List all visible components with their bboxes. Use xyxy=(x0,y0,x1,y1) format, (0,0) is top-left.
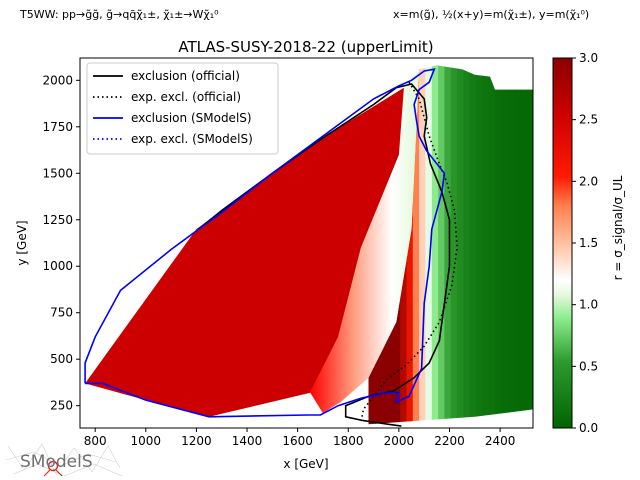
y-tick-label: 500 xyxy=(50,352,73,366)
plot-header-left: T5WW: pp→g̃g̃, g̃→qq̄χ̃₁±, χ̃₁±→Wχ̃₁⁰ xyxy=(20,8,219,21)
colorbar: 0.0 0.5 1.0 1.5 2.0 2.5 3.0 r = σ_signal/σ_UL xyxy=(552,51,625,435)
heatmap-cell xyxy=(469,65,477,425)
heatmap-cell xyxy=(495,65,502,425)
legend-label-official-expected: exp. excl. (official) xyxy=(131,90,241,104)
legend-box xyxy=(86,62,279,155)
x-tick-label: 2200 xyxy=(434,434,465,448)
y-tick-label: 1000 xyxy=(42,259,73,273)
heatmap-transition-band xyxy=(310,71,420,414)
y-axis-label: y [GeV] xyxy=(15,220,29,265)
y-tick-label: 750 xyxy=(50,306,73,320)
heatmap-cell xyxy=(438,65,445,425)
y-tick-label: 1750 xyxy=(42,120,73,134)
heatmap-cell xyxy=(476,65,483,425)
heatmap-cell xyxy=(526,65,533,425)
heatmap-cell xyxy=(501,65,509,425)
colorbar-tick-label: 1.5 xyxy=(579,236,598,250)
legend-label-official-observed: exclusion (official) xyxy=(131,69,240,83)
x-tick-label: 2400 xyxy=(485,434,516,448)
colorbar-tick-label: 2.0 xyxy=(579,174,598,188)
y-tick-label: 1500 xyxy=(42,166,73,180)
legend-label-smodels-expected: exp. excl. (SModelS) xyxy=(131,132,253,146)
x-tick-label: 2000 xyxy=(384,434,415,448)
colorbar-ticks: 0.0 0.5 1.0 1.5 2.0 2.5 3.0 xyxy=(572,51,598,435)
colorbar-tick-label: 0.5 xyxy=(579,359,598,373)
y-tick-label: 250 xyxy=(50,399,73,413)
curve-official-observed xyxy=(195,83,451,427)
heatmap-cell xyxy=(482,65,490,425)
chart-title: ATLAS-SUSY-2018-22 (upperLimit) xyxy=(178,38,433,56)
x-tick-label: 1400 xyxy=(232,434,263,448)
x-tick-label: 1000 xyxy=(131,434,162,448)
colorbar-label: r = σ_signal/σ_UL xyxy=(611,175,625,280)
x-axis-label: x [GeV] xyxy=(283,457,328,471)
curve-smodels-observed xyxy=(84,68,446,418)
curve-official-expected xyxy=(360,81,458,423)
heatmap-cell xyxy=(450,65,458,425)
heatmap-cell xyxy=(488,65,496,425)
heatmap-cell xyxy=(425,65,433,425)
heatmap-cell xyxy=(412,65,420,425)
heatmap-area xyxy=(85,65,533,425)
heatmap-cell xyxy=(444,65,452,425)
colorbar-tick-label: 3.0 xyxy=(579,51,598,65)
heatmap-cell xyxy=(406,65,414,425)
colorbar-tick-label: 0.0 xyxy=(579,421,598,435)
heatmap-cell xyxy=(463,65,471,425)
smodels-logo: SModelS xyxy=(5,443,123,477)
x-ticks: 800 1000 1200 1400 1600 1800 2000 2200 2400 xyxy=(84,428,516,448)
heatmap-cell xyxy=(431,65,439,425)
heatmap-cell xyxy=(457,65,464,425)
heatmap-cell xyxy=(507,65,515,425)
x-tick-label: 1200 xyxy=(181,434,212,448)
colorbar-tick-label: 2.5 xyxy=(579,113,598,127)
y-tick-label: 2000 xyxy=(42,73,73,87)
heatmap-excluded-region xyxy=(85,87,404,417)
heatmap-cell xyxy=(419,65,426,425)
heatmap-cell xyxy=(520,65,528,425)
x-tick-label: 1800 xyxy=(333,434,364,448)
legend-label-smodels-observed: exclusion (SModelS) xyxy=(131,111,252,125)
heatmap-cell xyxy=(514,65,521,425)
colorbar-tick-label: 1.0 xyxy=(579,298,598,312)
x-tick-label: 1600 xyxy=(282,434,313,448)
y-ticks: 250 500 750 1000 1250 1500 1750 2000 xyxy=(42,73,80,413)
legend: exclusion (official) exp. excl. (officia… xyxy=(86,62,279,155)
contour-curves xyxy=(84,68,458,427)
axes-frame xyxy=(79,57,534,429)
logo-text: SModelS xyxy=(20,452,93,472)
plot-header-right: x=m(g̃), ½(x+y)=m(χ̃₁±), y=m(χ̃₁⁰) xyxy=(393,8,590,21)
y-tick-label: 1250 xyxy=(42,213,73,227)
colorbar-gradient xyxy=(552,57,573,429)
x-tick-label: 800 xyxy=(84,434,107,448)
logo-o-mark xyxy=(47,460,59,472)
